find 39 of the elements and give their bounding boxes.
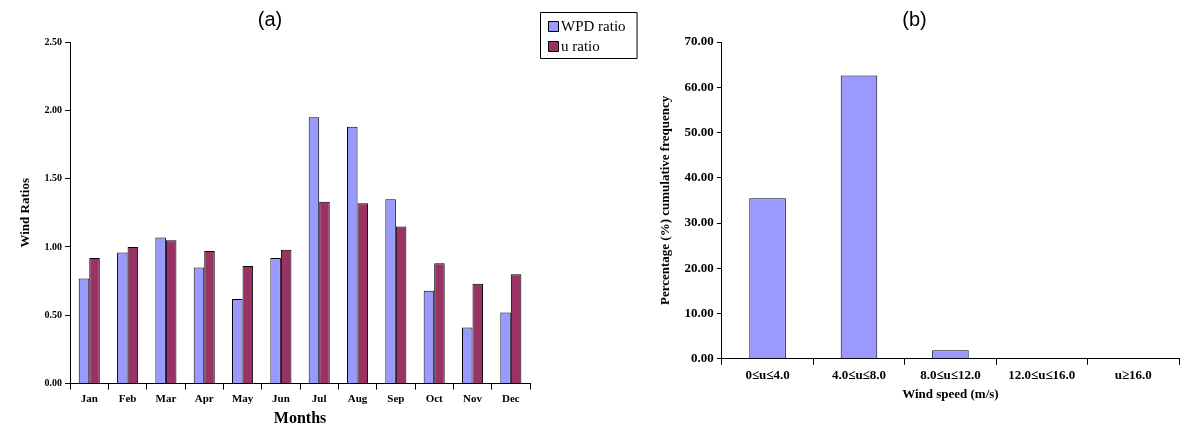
y-tick-label: 0.00 [691,350,714,366]
x-tick-label: Apr [194,392,214,405]
x-tick-label: 12.0≤u≤16.0 [1008,366,1076,382]
y-tick-label: 70.00 [684,33,714,49]
y-axis-title: Wind Ratios [17,178,33,248]
y-axis-title: Percentage (%) cumulative frequency [657,95,673,306]
legend-label: WPD ratio [561,17,626,34]
x-tick-label: Aug [347,392,368,405]
x-tick-label: Jul [311,392,327,405]
y-tick-label: 10.00 [684,304,714,320]
y-tick-label: 60.00 [684,78,714,94]
legend-label: u ratio [561,37,600,54]
x-tick-label: Jun [272,392,290,405]
y-tick-label: 20.00 [684,259,714,275]
x-tick-label: Mar [155,392,177,405]
x-tick-label: 8.0≤u≤12.0 [920,366,981,382]
x-tick-label: Sep [387,392,405,405]
y-tick-label: 30.00 [684,214,714,230]
x-tick-label: Dec [501,392,520,405]
y-tick-label: 0.50 [44,308,63,320]
y-tick-label: 0.00 [44,377,63,389]
y-tick-label: 40.00 [684,169,714,185]
x-tick-label: u≥16.0 [1114,366,1152,382]
x-tick-label: 4.0≤u≤8.0 [831,366,886,382]
x-tick-label: Nov [463,392,483,405]
x-tick-label: May [231,392,254,405]
x-tick-label: Jan [80,392,98,405]
x-axis-title: Wind speed (m/s) [902,385,999,401]
y-tick-label: 1.50 [44,172,63,184]
y-tick-label: 2.00 [44,103,63,115]
chart-title: (a) [257,7,283,30]
x-tick-label: 0≤u≤4.0 [745,366,790,382]
x-tick-label: Oct [425,392,444,405]
y-tick-label: 50.00 [684,123,714,139]
x-axis-title: Months [273,408,327,426]
x-tick-label: Feb [118,392,137,405]
chart-title: (b) [902,7,927,30]
y-tick-label: 2.50 [44,35,63,47]
y-tick-label: 1.00 [44,240,63,252]
